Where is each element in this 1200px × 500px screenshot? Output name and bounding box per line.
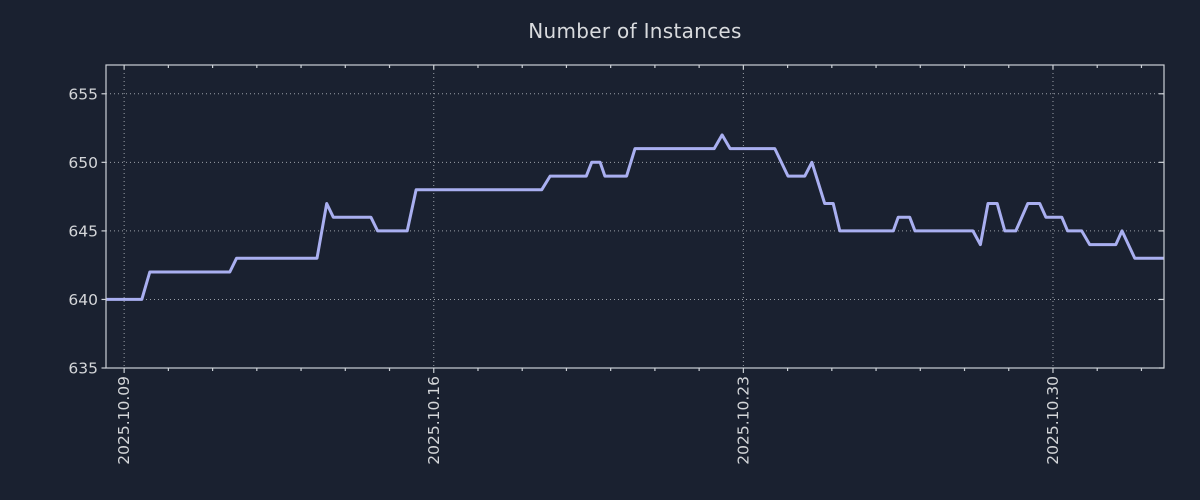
- series-line: [106, 133, 1164, 301]
- x-tick-label: 2025.10.23: [734, 376, 752, 465]
- axis-frame: [105, 64, 1165, 369]
- x-tick-label: 2025.10.30: [1044, 376, 1062, 465]
- y-tick-label: 645: [68, 222, 98, 240]
- y-tick-label: 655: [68, 85, 98, 103]
- y-tick-label: 635: [68, 360, 98, 378]
- chart-title: Number of Instances: [528, 19, 742, 43]
- y-tick-label: 640: [68, 291, 98, 309]
- x-tick-label: 2025.10.16: [425, 376, 443, 465]
- y-tick-label: 650: [68, 154, 98, 172]
- x-tick-label: 2025.10.09: [115, 376, 133, 465]
